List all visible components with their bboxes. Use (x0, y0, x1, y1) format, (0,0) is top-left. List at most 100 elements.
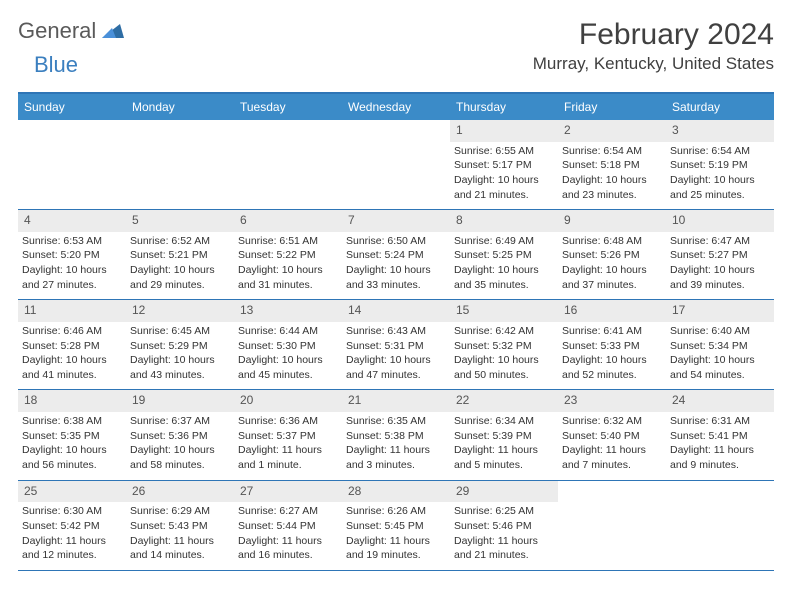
day-cell: 4Sunrise: 6:53 AMSunset: 5:20 PMDaylight… (18, 210, 126, 299)
day-details: Sunrise: 6:43 AMSunset: 5:31 PMDaylight:… (342, 322, 450, 390)
day-daylight2: and 14 minutes. (130, 549, 230, 563)
day-sunrise: Sunrise: 6:54 AM (562, 145, 662, 159)
logo: General (18, 18, 126, 44)
day-cell: 27Sunrise: 6:27 AMSunset: 5:44 PMDayligh… (234, 481, 342, 570)
day-details: Sunrise: 6:45 AMSunset: 5:29 PMDaylight:… (126, 322, 234, 390)
day-number (558, 481, 666, 503)
day-sunrise: Sunrise: 6:52 AM (130, 235, 230, 249)
day-sunrise: Sunrise: 6:47 AM (670, 235, 770, 249)
day-cell: 14Sunrise: 6:43 AMSunset: 5:31 PMDayligh… (342, 300, 450, 389)
day-daylight1: Daylight: 10 hours (22, 444, 122, 458)
logo-text-general: General (18, 18, 96, 44)
weekday-header-row: SundayMondayTuesdayWednesdayThursdayFrid… (18, 94, 774, 120)
day-sunset: Sunset: 5:35 PM (22, 430, 122, 444)
weekday-thursday: Thursday (450, 94, 558, 120)
day-cell: 22Sunrise: 6:34 AMSunset: 5:39 PMDayligh… (450, 390, 558, 479)
day-daylight1: Daylight: 10 hours (562, 264, 662, 278)
day-sunset: Sunset: 5:39 PM (454, 430, 554, 444)
day-daylight1: Daylight: 10 hours (22, 264, 122, 278)
day-number: 15 (450, 300, 558, 322)
logo-triangle-icon (102, 20, 124, 43)
day-daylight1: Daylight: 11 hours (238, 444, 338, 458)
day-cell: 23Sunrise: 6:32 AMSunset: 5:40 PMDayligh… (558, 390, 666, 479)
day-cell-empty (558, 481, 666, 570)
day-number: 29 (450, 481, 558, 503)
day-sunrise: Sunrise: 6:29 AM (130, 505, 230, 519)
day-sunset: Sunset: 5:40 PM (562, 430, 662, 444)
day-cell: 28Sunrise: 6:26 AMSunset: 5:45 PMDayligh… (342, 481, 450, 570)
day-cell: 13Sunrise: 6:44 AMSunset: 5:30 PMDayligh… (234, 300, 342, 389)
day-number: 9 (558, 210, 666, 232)
day-details: Sunrise: 6:53 AMSunset: 5:20 PMDaylight:… (18, 232, 126, 300)
day-sunset: Sunset: 5:30 PM (238, 340, 338, 354)
day-cell: 18Sunrise: 6:38 AMSunset: 5:35 PMDayligh… (18, 390, 126, 479)
day-number: 7 (342, 210, 450, 232)
day-cell: 3Sunrise: 6:54 AMSunset: 5:19 PMDaylight… (666, 120, 774, 209)
day-daylight1: Daylight: 11 hours (454, 444, 554, 458)
day-daylight2: and 39 minutes. (670, 279, 770, 293)
day-daylight1: Daylight: 11 hours (454, 535, 554, 549)
day-cell-empty (342, 120, 450, 209)
day-cell: 7Sunrise: 6:50 AMSunset: 5:24 PMDaylight… (342, 210, 450, 299)
day-daylight2: and 7 minutes. (562, 459, 662, 473)
day-sunrise: Sunrise: 6:25 AM (454, 505, 554, 519)
day-details: Sunrise: 6:34 AMSunset: 5:39 PMDaylight:… (450, 412, 558, 480)
day-details: Sunrise: 6:42 AMSunset: 5:32 PMDaylight:… (450, 322, 558, 390)
day-daylight1: Daylight: 10 hours (670, 264, 770, 278)
day-daylight1: Daylight: 10 hours (670, 354, 770, 368)
day-details: Sunrise: 6:35 AMSunset: 5:38 PMDaylight:… (342, 412, 450, 480)
day-daylight1: Daylight: 10 hours (346, 354, 446, 368)
weekday-friday: Friday (558, 94, 666, 120)
day-sunset: Sunset: 5:29 PM (130, 340, 230, 354)
day-daylight2: and 31 minutes. (238, 279, 338, 293)
day-cell: 24Sunrise: 6:31 AMSunset: 5:41 PMDayligh… (666, 390, 774, 479)
day-daylight2: and 21 minutes. (454, 549, 554, 563)
day-cell: 29Sunrise: 6:25 AMSunset: 5:46 PMDayligh… (450, 481, 558, 570)
day-details: Sunrise: 6:26 AMSunset: 5:45 PMDaylight:… (342, 502, 450, 570)
day-sunrise: Sunrise: 6:36 AM (238, 415, 338, 429)
day-sunset: Sunset: 5:22 PM (238, 249, 338, 263)
weekday-sunday: Sunday (18, 94, 126, 120)
day-daylight1: Daylight: 10 hours (238, 354, 338, 368)
day-sunrise: Sunrise: 6:51 AM (238, 235, 338, 249)
day-number: 25 (18, 481, 126, 503)
day-sunrise: Sunrise: 6:45 AM (130, 325, 230, 339)
day-number: 18 (18, 390, 126, 412)
day-daylight2: and 5 minutes. (454, 459, 554, 473)
day-number: 22 (450, 390, 558, 412)
day-number (666, 481, 774, 503)
day-daylight2: and 35 minutes. (454, 279, 554, 293)
day-details: Sunrise: 6:36 AMSunset: 5:37 PMDaylight:… (234, 412, 342, 480)
day-number: 28 (342, 481, 450, 503)
day-daylight1: Daylight: 10 hours (670, 174, 770, 188)
day-sunset: Sunset: 5:20 PM (22, 249, 122, 263)
day-daylight2: and 23 minutes. (562, 189, 662, 203)
day-sunrise: Sunrise: 6:30 AM (22, 505, 122, 519)
day-daylight1: Daylight: 11 hours (562, 444, 662, 458)
day-details: Sunrise: 6:46 AMSunset: 5:28 PMDaylight:… (18, 322, 126, 390)
day-number: 17 (666, 300, 774, 322)
day-sunset: Sunset: 5:33 PM (562, 340, 662, 354)
day-sunrise: Sunrise: 6:35 AM (346, 415, 446, 429)
day-daylight2: and 47 minutes. (346, 369, 446, 383)
day-number (234, 120, 342, 142)
week-row: 4Sunrise: 6:53 AMSunset: 5:20 PMDaylight… (18, 210, 774, 300)
day-cell-empty (18, 120, 126, 209)
day-cell: 16Sunrise: 6:41 AMSunset: 5:33 PMDayligh… (558, 300, 666, 389)
day-sunrise: Sunrise: 6:54 AM (670, 145, 770, 159)
weekday-tuesday: Tuesday (234, 94, 342, 120)
day-sunset: Sunset: 5:41 PM (670, 430, 770, 444)
day-number: 20 (234, 390, 342, 412)
day-sunset: Sunset: 5:24 PM (346, 249, 446, 263)
day-number: 24 (666, 390, 774, 412)
day-sunrise: Sunrise: 6:27 AM (238, 505, 338, 519)
day-daylight1: Daylight: 11 hours (346, 535, 446, 549)
day-daylight2: and 43 minutes. (130, 369, 230, 383)
day-daylight2: and 33 minutes. (346, 279, 446, 293)
day-number (18, 120, 126, 142)
day-number: 13 (234, 300, 342, 322)
day-sunset: Sunset: 5:18 PM (562, 159, 662, 173)
day-details: Sunrise: 6:29 AMSunset: 5:43 PMDaylight:… (126, 502, 234, 570)
day-number: 2 (558, 120, 666, 142)
day-cell: 15Sunrise: 6:42 AMSunset: 5:32 PMDayligh… (450, 300, 558, 389)
